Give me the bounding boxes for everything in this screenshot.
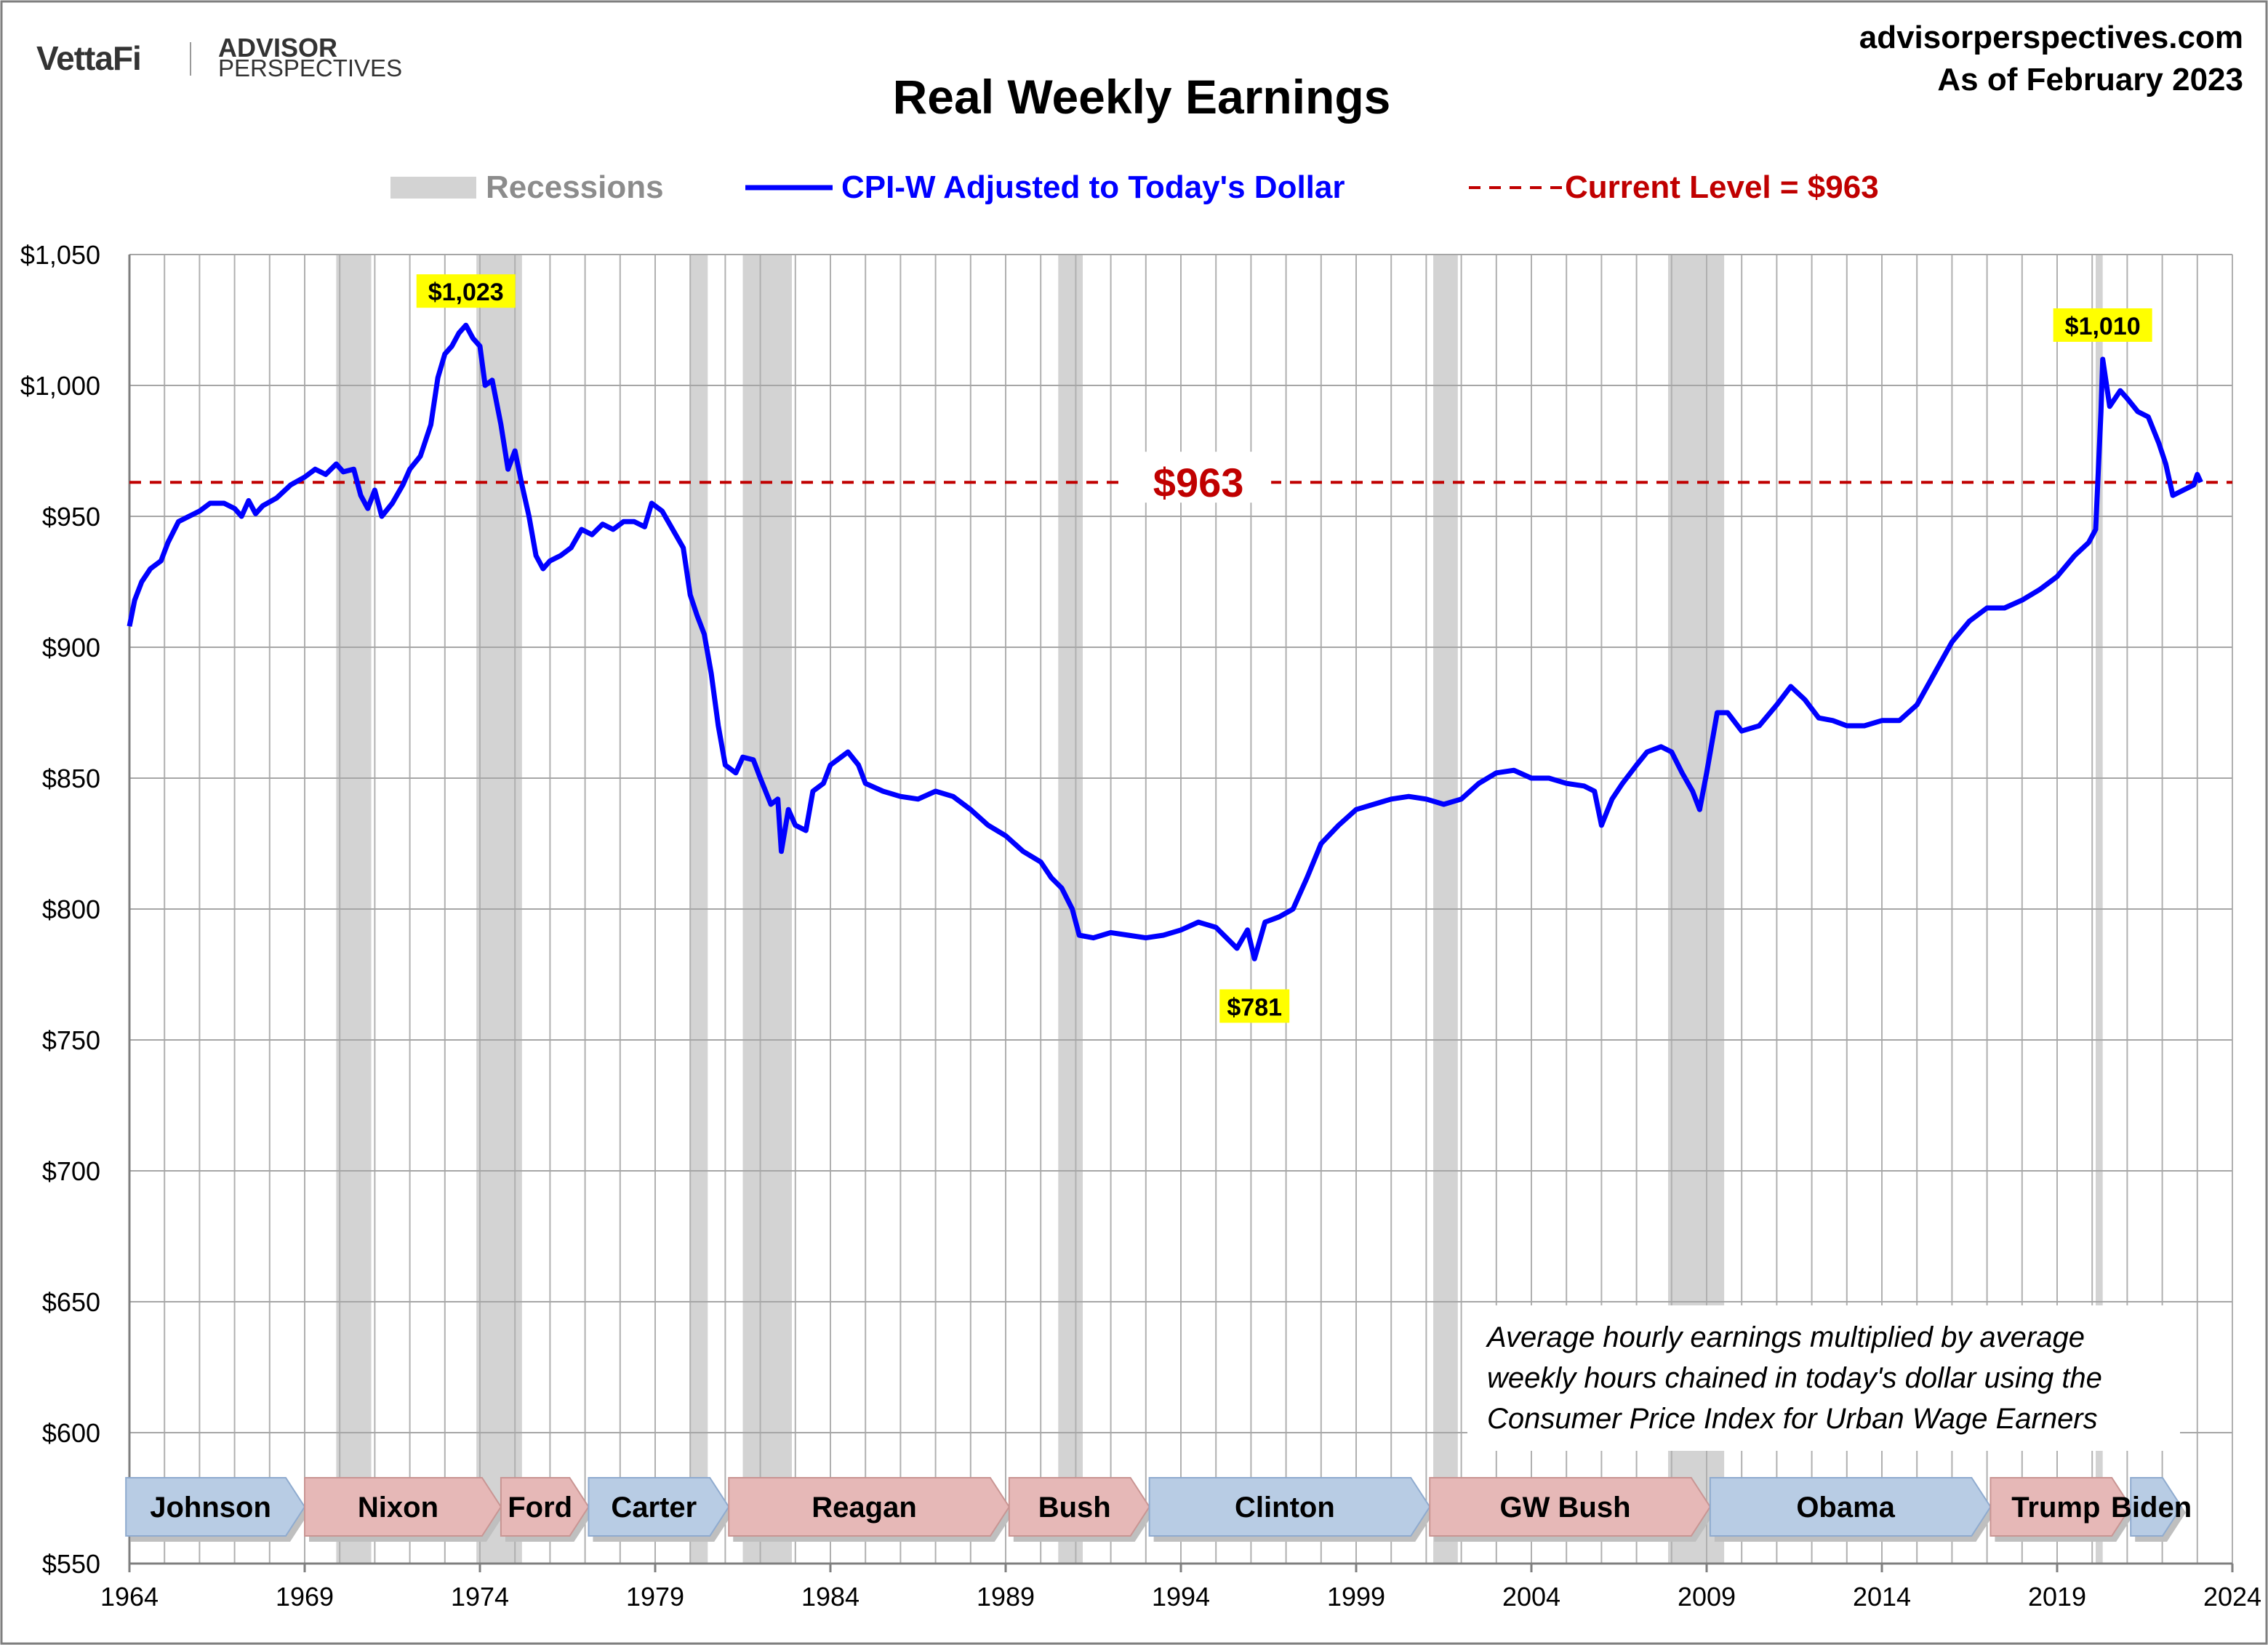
legend: Recessions CPI-W Adjusted to Today's Dol… [390, 169, 1879, 205]
x-tick-label: 1974 [451, 1582, 509, 1612]
president-label: Trump [2011, 1492, 2100, 1524]
annotations: $1,023 $781 $1,010 [416, 274, 2152, 1023]
x-tick-label: 2014 [1853, 1582, 1911, 1612]
president-term-bush [1008, 1477, 1150, 1537]
legend-series-label: CPI-W Adjusted to Today's Dollar [841, 169, 1345, 205]
note-box: Average hourly earnings multiplied by av… [1467, 1305, 2180, 1451]
y-tick-label: $1,000 [20, 371, 100, 401]
y-tick-label: $900 [42, 633, 100, 663]
x-tick-label: 2019 [2028, 1582, 2086, 1612]
president-label: GW Bush [1500, 1492, 1631, 1524]
y-tick-label: $750 [42, 1025, 100, 1055]
legend-recessions-label: Recessions [486, 169, 664, 205]
x-tick-label: 2004 [1502, 1582, 1560, 1612]
president-label: Bush [1038, 1492, 1111, 1524]
president-term-ford [500, 1477, 590, 1537]
y-tick-label: $600 [42, 1418, 100, 1448]
chart-title: Real Weekly Earnings [893, 70, 1391, 124]
president-label: Clinton [1235, 1492, 1335, 1524]
presidential-terms: Johnson Nixon Ford Carter Reagan Bush Clinton G… [125, 1477, 2192, 1542]
annotation-label-1: $781 [1227, 993, 1282, 1021]
y-tick-label: $700 [42, 1156, 100, 1186]
note-background [1467, 1305, 2180, 1451]
president-term-clinton [1148, 1477, 1431, 1537]
y-tick-label: $800 [42, 894, 100, 924]
president-label: Obama [1796, 1492, 1895, 1524]
president-term-gw-bush [1429, 1477, 1712, 1537]
brand-advisor: ADVISOR [218, 33, 337, 63]
annotation-bg-0 [416, 274, 516, 308]
y-axis: $550 $600 $650 $700 $750 $800 $850 $900 $950 $1,0… [20, 240, 100, 1579]
x-tick-label: 1984 [801, 1582, 859, 1612]
x-tick-label: 1969 [276, 1582, 334, 1612]
brand-perspectives: PERSPECTIVES [218, 55, 402, 81]
legend-recession-swatch [390, 177, 476, 199]
president-label: Nixon [358, 1492, 438, 1524]
president-term-reagan [728, 1477, 1011, 1537]
x-tick-label: 1964 [100, 1582, 159, 1612]
series-line-cpi-w [127, 322, 2203, 961]
x-tick-label: 1979 [626, 1582, 684, 1612]
y-tick-label: $850 [42, 764, 100, 793]
president-term-trump [1989, 1477, 2132, 1537]
annotation-label-2: $1,010 [2065, 313, 2141, 340]
current-level-label: $963 [1153, 460, 1244, 505]
president-term-obama [1709, 1477, 1992, 1537]
president-term-johnson [125, 1477, 306, 1537]
annotation-bg-1 [1219, 989, 1290, 1023]
annotation-bg-2 [2053, 308, 2152, 342]
president-term-nixon [304, 1477, 502, 1537]
annotation-label-0: $1,023 [428, 279, 504, 306]
y-tick-label: $1,050 [20, 240, 100, 270]
x-axis: 1964 1969 1974 1979 1984 1989 1994 1999 2004 2009… [100, 1564, 2261, 1612]
president-label: Reagan [812, 1492, 917, 1524]
president-label: Biden [2111, 1492, 2192, 1524]
president-label: Carter [611, 1492, 697, 1524]
president-term-biden [2130, 1477, 2183, 1537]
legend-current-label: Current Level = $963 [1565, 169, 1879, 205]
note-line-1: Average hourly earnings multiplied by av… [1486, 1321, 2085, 1353]
note-line-3: Consumer Price Index for Urban Wage Earn… [1487, 1403, 2098, 1435]
current-level-label-bg [1126, 452, 1272, 503]
y-tick-label: $550 [42, 1549, 100, 1579]
x-tick-label: 1999 [1327, 1582, 1385, 1612]
as-of-date: As of February 2023 [1937, 62, 2243, 97]
president-label: Ford [508, 1492, 572, 1524]
note-line-2: weekly hours chained in today's dollar u… [1487, 1362, 2102, 1394]
source-site: advisorperspectives.com [1859, 20, 2243, 55]
brand-vettafi: VettaFi [36, 39, 141, 77]
y-tick-label: $650 [42, 1287, 100, 1317]
president-label: Johnson [150, 1492, 271, 1524]
x-tick-label: 2024 [2203, 1582, 2261, 1612]
president-term-carter [588, 1477, 730, 1537]
x-tick-label: 1989 [977, 1582, 1035, 1612]
grid [128, 254, 2233, 1565]
y-tick-label: $950 [42, 502, 100, 532]
x-tick-label: 2009 [1678, 1582, 1736, 1612]
x-tick-label: 1994 [1152, 1582, 1210, 1612]
